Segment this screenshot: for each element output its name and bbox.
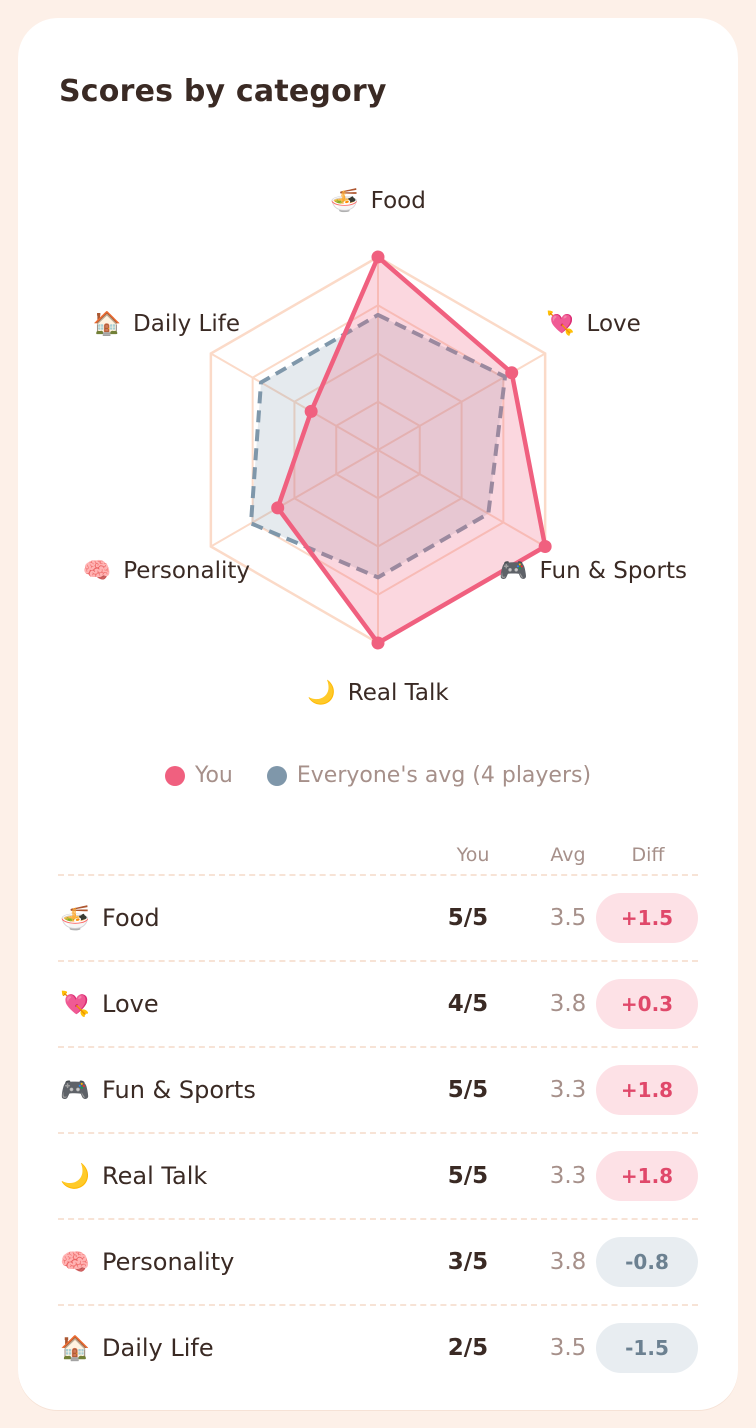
row-category: Daily Life	[102, 1334, 214, 1362]
row-diff-badge: +1.8	[596, 1151, 698, 1201]
row-you-score: 5/5	[447, 905, 489, 931]
row-you-score: 5/5	[447, 1163, 489, 1189]
axis-label: 🎮 Fun & Sports	[499, 558, 687, 584]
table-row: 💘 Love 4/5 3.8 +0.3	[58, 962, 698, 1048]
row-diff-badge: +0.3	[596, 979, 698, 1029]
row-avg-score: 3.5	[549, 1335, 587, 1361]
radar-chart: 🍜 Food 💘 Love 🎮 Fun & Sports 🌙 Real Talk 🧠 P…	[83, 187, 687, 706]
table-row: 🌙 Real Talk 5/5 3.3 +1.8	[58, 1134, 698, 1220]
row-you-score: 4/5	[447, 991, 489, 1017]
grid-spoke	[210, 449, 379, 548]
row-diff-badge: +1.8	[596, 1065, 698, 1115]
chart-legend: You Everyone's avg (4 players)	[18, 763, 738, 788]
axis-label: 🧠 Personality	[83, 558, 250, 584]
row-avg-score: 3.3	[549, 1077, 587, 1103]
table-row: 🎮 Fun & Sports 5/5 3.3 +1.8	[58, 1048, 698, 1134]
row-you-score: 3/5	[447, 1249, 489, 1275]
card-title: Scores by category	[59, 74, 387, 109]
row-diff-badge: -1.5	[596, 1323, 698, 1373]
header-avg: Avg	[550, 844, 586, 866]
scores-table: You Avg Diff 🍜 Food 5/5 3.5 +1.5 💘 Love 4/…	[58, 838, 698, 1390]
heart-arrow-icon: 💘	[60, 990, 90, 1018]
grid-spoke	[210, 352, 379, 451]
row-avg-score: 3.8	[549, 991, 587, 1017]
series-you-area	[275, 254, 548, 646]
table-row: 🏠 Daily Life 2/5 3.5 -1.5	[58, 1306, 698, 1390]
series-you-point	[505, 366, 519, 380]
axis-label: 💘 Love	[546, 310, 641, 337]
header-you: You	[456, 844, 490, 866]
brain-icon: 🧠	[60, 1248, 90, 1276]
axis-label: 🍜 Food	[330, 187, 426, 214]
grid-spoke	[377, 449, 546, 548]
table-header: You Avg Diff	[58, 838, 698, 876]
scores-card: Scores by category 🍜 Food 💘 Love 🎮 Fun & S…	[18, 18, 738, 1410]
row-category: Food	[102, 904, 160, 932]
row-you-score: 2/5	[447, 1335, 489, 1361]
series-you-point	[371, 636, 385, 650]
row-diff-badge: +1.5	[596, 893, 698, 943]
row-avg-score: 3.5	[549, 905, 587, 931]
house-icon: 🏠	[60, 1334, 90, 1362]
row-you-score: 5/5	[447, 1077, 489, 1103]
legend-item-you: You	[164, 763, 233, 788]
axis-label: 🏠 Daily Life	[92, 310, 240, 337]
row-category: Real Talk	[102, 1162, 208, 1190]
row-avg-score: 3.8	[549, 1249, 587, 1275]
series-avg-area	[248, 312, 508, 580]
series-you-point	[271, 501, 285, 515]
header-diff: Diff	[631, 844, 665, 866]
legend-item-avg: Everyone's avg (4 players)	[266, 763, 592, 788]
crescent-moon-icon: 🌙	[60, 1162, 90, 1190]
series-you-point	[371, 250, 385, 264]
legend-swatch-you	[164, 765, 185, 786]
noodle-bowl-icon: 🍜	[60, 904, 90, 932]
row-category: Love	[102, 990, 159, 1018]
axis-label: 🌙 Real Talk	[307, 679, 449, 706]
legend-swatch-avg	[266, 765, 287, 786]
table-row: 🍜 Food 5/5 3.5 +1.5	[58, 876, 698, 962]
series-you-point	[304, 404, 318, 418]
game-controller-icon: 🎮	[60, 1076, 90, 1104]
series-you-point	[538, 540, 552, 553]
legend-label-you: You	[194, 763, 233, 788]
row-category: Fun & Sports	[102, 1076, 256, 1104]
row-avg-score: 3.3	[549, 1163, 587, 1189]
row-category: Personality	[102, 1248, 235, 1276]
row-diff-badge: -0.8	[596, 1237, 698, 1287]
legend-label-avg: Everyone's avg (4 players)	[296, 763, 592, 788]
table-row: 🧠 Personality 3/5 3.8 -0.8	[58, 1220, 698, 1306]
